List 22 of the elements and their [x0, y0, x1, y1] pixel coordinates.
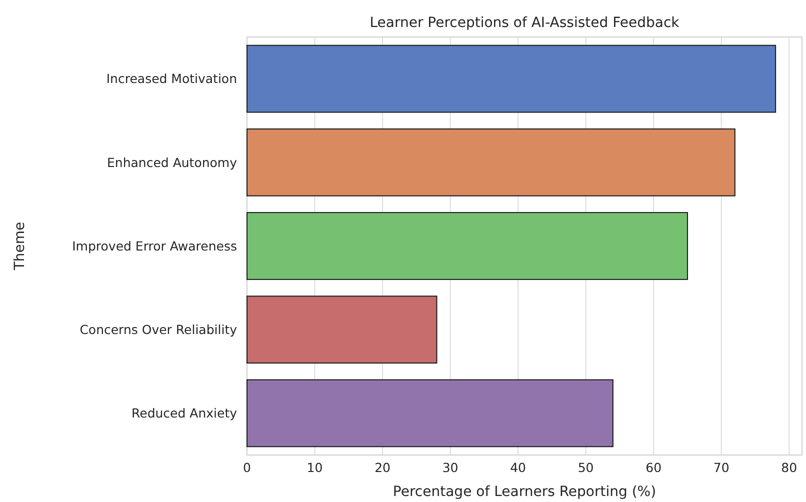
y-axis-title: Theme	[12, 222, 28, 272]
x-tick-label: 70	[713, 460, 730, 475]
y-tick-label: Increased Motivation	[106, 71, 237, 86]
y-tick-label: Improved Error Awareness	[72, 238, 237, 254]
y-tick-label: Enhanced Autonomy	[107, 154, 238, 170]
y-tick-label: Reduced Anxiety	[132, 406, 238, 421]
x-tick-label: 10	[306, 460, 323, 475]
bar	[246, 212, 688, 280]
x-tick-label: 0	[243, 460, 252, 475]
bar	[246, 44, 776, 113]
x-tick-label: 50	[578, 460, 594, 475]
chart-title: Learner Perceptions of AI-Assisted Feedback	[370, 15, 680, 31]
bar	[246, 128, 736, 196]
bar	[246, 296, 438, 364]
x-tick-label: 60	[646, 460, 662, 475]
x-axis-title: Percentage of Learners Reporting (%)	[392, 484, 656, 500]
x-tick-label: 20	[374, 460, 391, 475]
x-tick-label: 40	[510, 460, 526, 475]
bar	[246, 379, 614, 448]
y-tick-label: Concerns Over Reliability	[80, 322, 238, 337]
x-tick-label: 30	[442, 460, 458, 475]
x-tick-label: 80	[781, 460, 798, 475]
